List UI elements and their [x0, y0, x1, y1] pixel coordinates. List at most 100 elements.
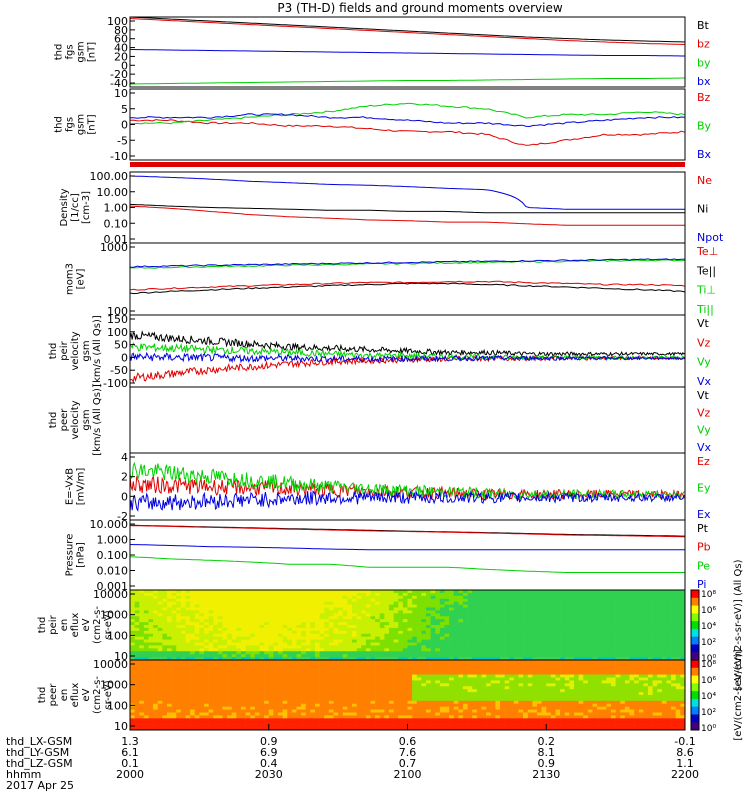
heatmap-cell [185, 627, 191, 632]
heatmap-cell [675, 636, 681, 640]
heatmap-cell [171, 598, 177, 602]
heatmap-cell [180, 703, 186, 707]
heatmap-cell [430, 657, 436, 661]
heatmap-cell [324, 692, 330, 696]
heatmap-cell [495, 592, 501, 597]
heatmap-cell [208, 674, 214, 678]
heatmap-cell [319, 665, 325, 670]
heatmap-cell [167, 607, 172, 611]
heatmap-cell [379, 590, 385, 594]
heatmap-cell [194, 712, 200, 716]
heatmap-cell [241, 680, 246, 684]
heatmap-cell [629, 607, 635, 611]
heatmap-cell [421, 724, 427, 728]
heatmap-cell [587, 651, 593, 655]
heatmap-cell [176, 697, 182, 702]
heatmap-cell [421, 660, 427, 664]
heatmap-cell [587, 616, 593, 620]
heatmap-cell [328, 648, 334, 652]
heatmap-cell [278, 660, 283, 664]
heatmap-cell [509, 598, 515, 602]
heatmap-cell [254, 683, 260, 687]
heatmap-cell [208, 665, 214, 670]
heatmap-cell [296, 677, 302, 681]
heatmap-cell [342, 622, 348, 626]
heatmap-cell [282, 662, 288, 667]
heatmap-cell [574, 639, 579, 643]
heatmap-cell [319, 671, 325, 675]
heatmap-cell [439, 642, 445, 646]
heatmap-cell [439, 709, 445, 713]
heatmap-cell [328, 639, 334, 643]
heatmap-cell [319, 715, 325, 719]
heatmap-cell [574, 590, 579, 594]
heatmap-cell [268, 677, 274, 681]
heatmap-cell [324, 680, 330, 684]
heatmap-cell [393, 610, 399, 614]
heatmap-cell [296, 633, 302, 637]
heatmap-cell [356, 712, 362, 716]
heatmap-cell [153, 665, 159, 670]
heatmap-cell [250, 645, 256, 649]
heatmap-cell [379, 668, 385, 672]
heatmap-cell [402, 613, 408, 617]
heatmap-cell [273, 627, 279, 632]
heatmap-cell [333, 630, 339, 635]
heatmap-cell [213, 616, 219, 620]
heatmap-cell [569, 639, 575, 643]
heatmap-cell [518, 627, 524, 632]
heatmap-cell [171, 686, 177, 690]
heatmap-cell [560, 627, 566, 632]
heatmap-cell [139, 625, 145, 629]
heatmap-cell [560, 616, 566, 620]
heatmap-cell [444, 613, 450, 617]
heatmap-cell [231, 590, 237, 594]
heatmap-cell [301, 613, 307, 617]
heatmap-cell [245, 712, 251, 716]
heatmap-cell [171, 703, 177, 707]
panel-frame [129, 88, 686, 161]
heatmap-cell [541, 648, 547, 652]
heatmap-cell [282, 610, 288, 614]
heatmap-cell [560, 607, 566, 611]
heatmap-cell [611, 619, 616, 623]
heatmap-cell [273, 654, 279, 658]
y-axis-label-line: thd [54, 116, 65, 133]
heatmap-cell [134, 660, 140, 664]
heatmap-cell [375, 660, 381, 664]
heatmap-cell [208, 712, 214, 716]
heatmap-cell [379, 651, 385, 655]
heatmap-cell [504, 610, 510, 614]
heatmap-cell [213, 712, 219, 716]
heatmap-cell [449, 601, 455, 605]
heatmap-cell [634, 642, 640, 646]
heatmap-cell [352, 665, 357, 670]
heatmap-cell [407, 660, 413, 664]
heatmap-cell [393, 668, 399, 672]
heatmap-cell [319, 700, 325, 705]
heatmap-cell [504, 657, 510, 661]
heatmap-cell [500, 601, 505, 605]
heatmap-cell [264, 668, 270, 672]
heatmap-cell [241, 627, 246, 632]
heatmap-cell [375, 677, 381, 681]
heatmap-cell [407, 616, 413, 620]
heatmap-cell [176, 627, 182, 632]
heatmap-cell [356, 619, 362, 623]
heatmap-cell [550, 657, 556, 661]
heatmap-cell [291, 671, 297, 675]
heatmap-cell [213, 657, 219, 661]
heatmap-cell [185, 706, 191, 710]
heatmap-cell [421, 642, 427, 646]
heatmap-cell [463, 703, 468, 707]
heatmap-cell [241, 601, 246, 605]
heatmap-cell [157, 692, 163, 696]
heatmap-cell [231, 692, 237, 696]
heatmap-cell [393, 724, 399, 728]
legend-entry: Bz [697, 91, 711, 104]
heatmap-cell [310, 595, 316, 600]
heatmap-cell [652, 639, 658, 643]
heatmap-cell [291, 668, 297, 672]
heatmap-cell [504, 639, 510, 643]
heatmap-cell [162, 703, 168, 707]
